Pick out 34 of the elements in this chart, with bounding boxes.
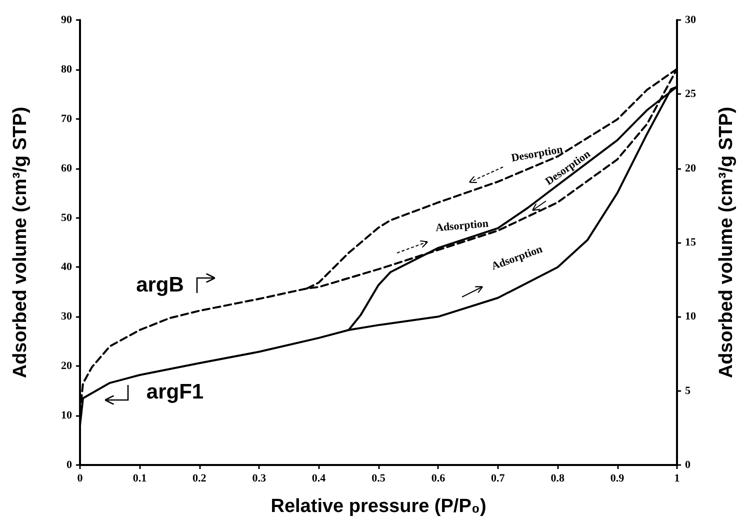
y2-tick-label: 15 (685, 236, 696, 248)
x-tick-label: 0.7 (491, 472, 506, 484)
y-axis-title: Adsorbed volume (cm³/g STP) (10, 106, 31, 378)
y2-tick-label: 5 (685, 384, 691, 397)
y-tick-label: 10 (61, 410, 72, 422)
y-tick-label: 40 (61, 261, 72, 274)
x-tick-label: 0.3 (252, 472, 266, 484)
x-axis-title: Relative pressure (P/P₀) (270, 496, 486, 517)
annotation: argF1 (146, 380, 204, 404)
y-tick-label: 70 (61, 112, 72, 125)
y-tick-label: 60 (61, 162, 72, 174)
y2-tick-label: 20 (685, 162, 696, 174)
x-tick-label: 0.5 (372, 472, 386, 484)
x-tick-label: 0.2 (192, 472, 207, 484)
y-tick-label: 80 (61, 63, 72, 76)
x-tick-label: 0.4 (312, 472, 326, 484)
y-tick-label: 30 (61, 310, 72, 323)
y-tick-label: 90 (61, 14, 72, 26)
annotation: argB (136, 274, 184, 296)
x-tick-label: 0 (77, 472, 84, 484)
y-tick-label: 0 (66, 459, 72, 471)
y2-tick-label: 10 (685, 310, 696, 323)
y2-axis-title: Adsorbed volume (cm³/g STP) (716, 106, 737, 378)
y2-tick-label: 0 (685, 459, 691, 471)
annotation: Adsorption (435, 218, 489, 234)
x-tick-label: 0.9 (610, 472, 625, 484)
x-tick-label: 0.1 (132, 472, 147, 484)
y-tick-label: 50 (61, 212, 72, 224)
x-tick-label: 0.6 (431, 472, 446, 484)
y2-tick-label: 30 (685, 14, 696, 26)
x-tick-label: 0.8 (550, 472, 565, 484)
y2-tick-label: 25 (685, 88, 696, 100)
x-tick-label: 1 (674, 472, 680, 484)
y-tick-label: 20 (61, 360, 72, 372)
